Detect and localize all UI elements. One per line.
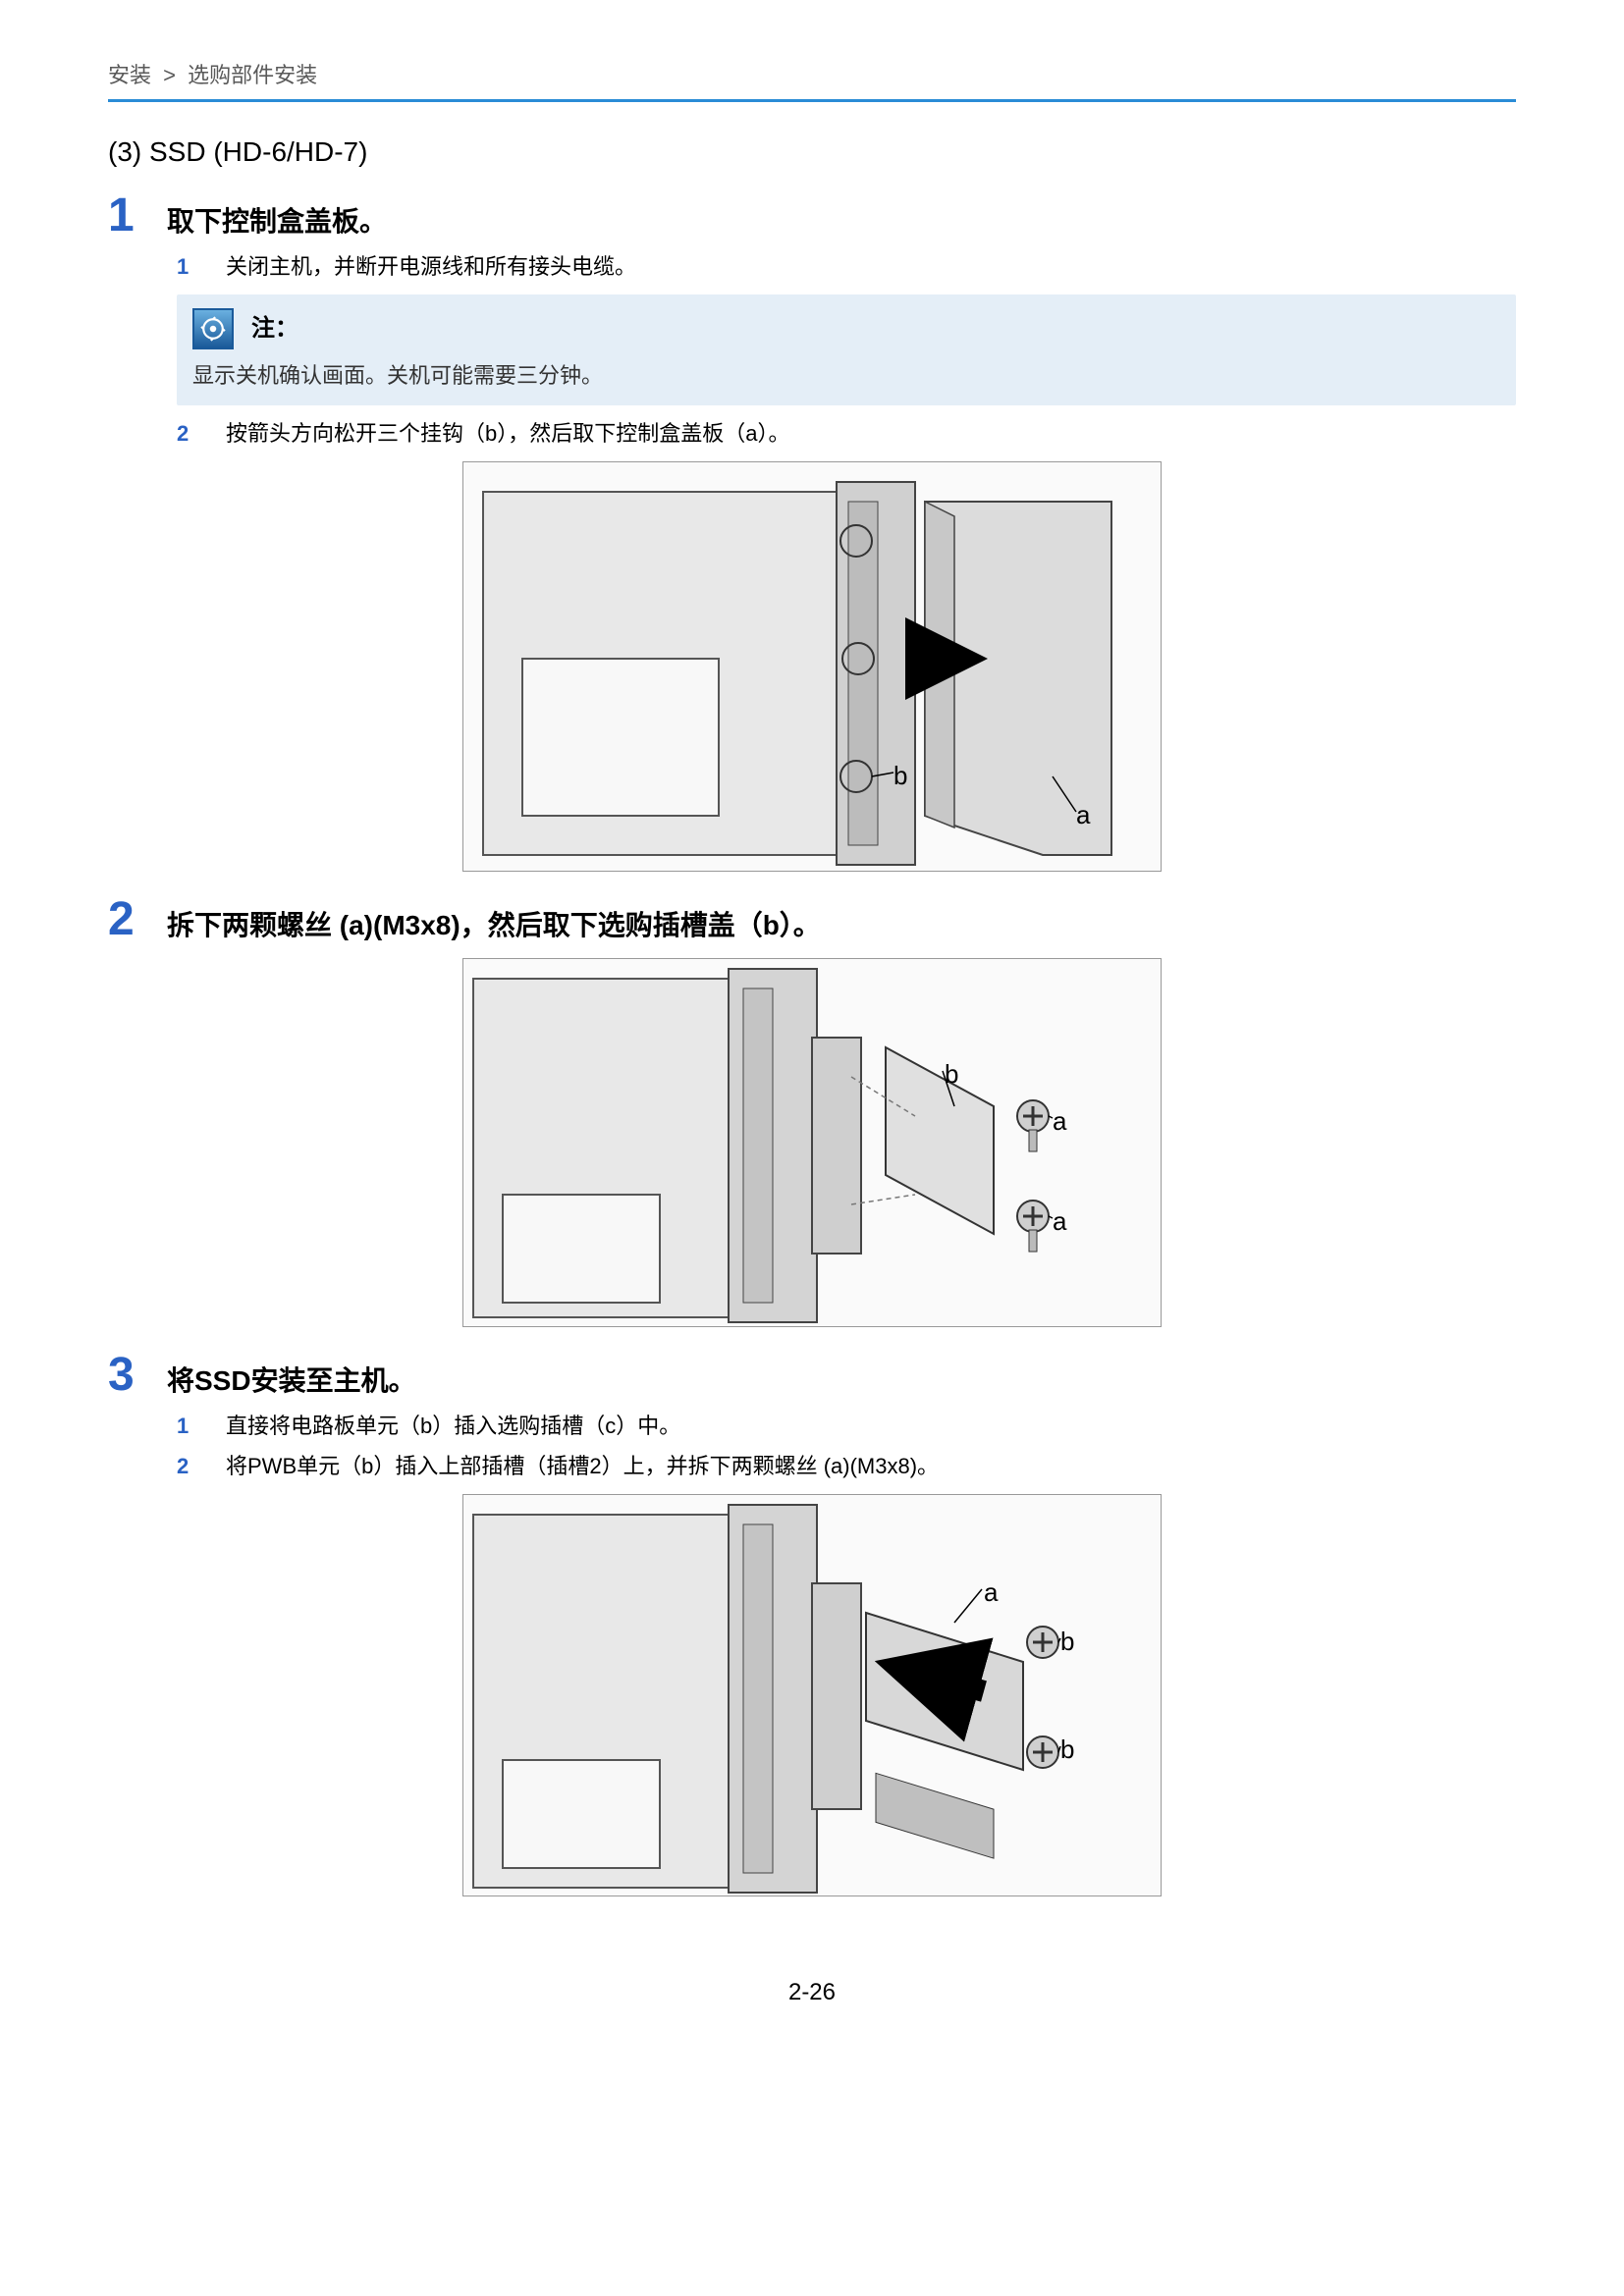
- substep-text: 按箭头方向松开三个挂钩（b），然后取下控制盒盖板（a）。: [226, 417, 1516, 450]
- substep: 1 关闭主机，并断开电源线和所有接头电缆。: [177, 250, 1516, 283]
- diagram-label-b: b: [1060, 1731, 1074, 1769]
- substep: 1 直接将电路板单元（b）插入选购插槽（c）中。: [177, 1410, 1516, 1442]
- diagram-label-a: a: [1053, 1202, 1066, 1241]
- step-title: 取下控制盒盖板。: [167, 201, 387, 242]
- page-root: 安装 > 选购部件安装 (3) SSD (HD-6/HD-7) 1 取下控制盒盖…: [0, 0, 1624, 2069]
- diagram-label-b: b: [893, 757, 907, 795]
- diagram-label-b: b: [945, 1055, 958, 1094]
- diagram-label-a: a: [984, 1574, 998, 1612]
- substep-number: 1: [177, 250, 226, 283]
- section-title: (3) SSD (HD-6/HD-7): [108, 132, 1516, 173]
- step-number: 3: [108, 1352, 167, 1399]
- step-3: 3 将SSD安装至主机。: [108, 1352, 1516, 1402]
- note-box: 注： 显示关机确认画面。关机可能需要三分钟。: [177, 294, 1516, 405]
- diagram-label-a: a: [1053, 1102, 1066, 1141]
- figure-step2: b a a: [108, 958, 1516, 1327]
- diagram-label-a: a: [1076, 796, 1090, 834]
- step-1: 1 取下控制盒盖板。: [108, 192, 1516, 242]
- substep-text: 直接将电路板单元（b）插入选购插槽（c）中。: [226, 1410, 1516, 1442]
- substep: 2 按箭头方向松开三个挂钩（b），然后取下控制盒盖板（a）。: [177, 417, 1516, 450]
- substep-number: 2: [177, 1450, 226, 1482]
- breadcrumb: 安装 > 选购部件安装: [108, 59, 1516, 99]
- substep-number: 1: [177, 1410, 226, 1442]
- technical-diagram: a b b: [462, 1494, 1162, 1896]
- technical-diagram: b a a: [462, 958, 1162, 1327]
- breadcrumb-part1: 安装: [108, 63, 151, 87]
- step-number: 1: [108, 192, 167, 240]
- step-title: 拆下两颗螺丝 (a)(M3x8)，然后取下选购插槽盖（b）。: [167, 905, 821, 946]
- page-number: 2-26: [108, 1975, 1516, 2010]
- breadcrumb-separator: >: [163, 63, 176, 87]
- step-2: 2 拆下两颗螺丝 (a)(M3x8)，然后取下选购插槽盖（b）。: [108, 896, 1516, 946]
- substep-number: 2: [177, 417, 226, 450]
- diagram-label-b: b: [1060, 1623, 1074, 1661]
- substep: 2 将PWB单元（b）插入上部插槽（插槽2）上，并拆下两颗螺丝 (a)(M3x8…: [177, 1450, 1516, 1482]
- info-icon: [192, 308, 234, 349]
- step-number: 2: [108, 896, 167, 943]
- step-title: 将SSD安装至主机。: [167, 1361, 416, 1402]
- substep-text: 关闭主机，并断开电源线和所有接头电缆。: [226, 250, 1516, 283]
- figure-step3: a b b: [108, 1494, 1516, 1896]
- note-header: 注：: [192, 308, 1500, 349]
- technical-diagram: b a: [462, 461, 1162, 872]
- substep-text: 将PWB单元（b）插入上部插槽（插槽2）上，并拆下两颗螺丝 (a)(M3x8)。: [226, 1450, 1516, 1482]
- figure-step1: b a: [108, 461, 1516, 872]
- breadcrumb-part2: 选购部件安装: [188, 63, 317, 87]
- header-rule: [108, 99, 1516, 102]
- note-body: 显示关机确认画面。关机可能需要三分钟。: [192, 359, 1500, 392]
- note-label: 注：: [251, 311, 298, 347]
